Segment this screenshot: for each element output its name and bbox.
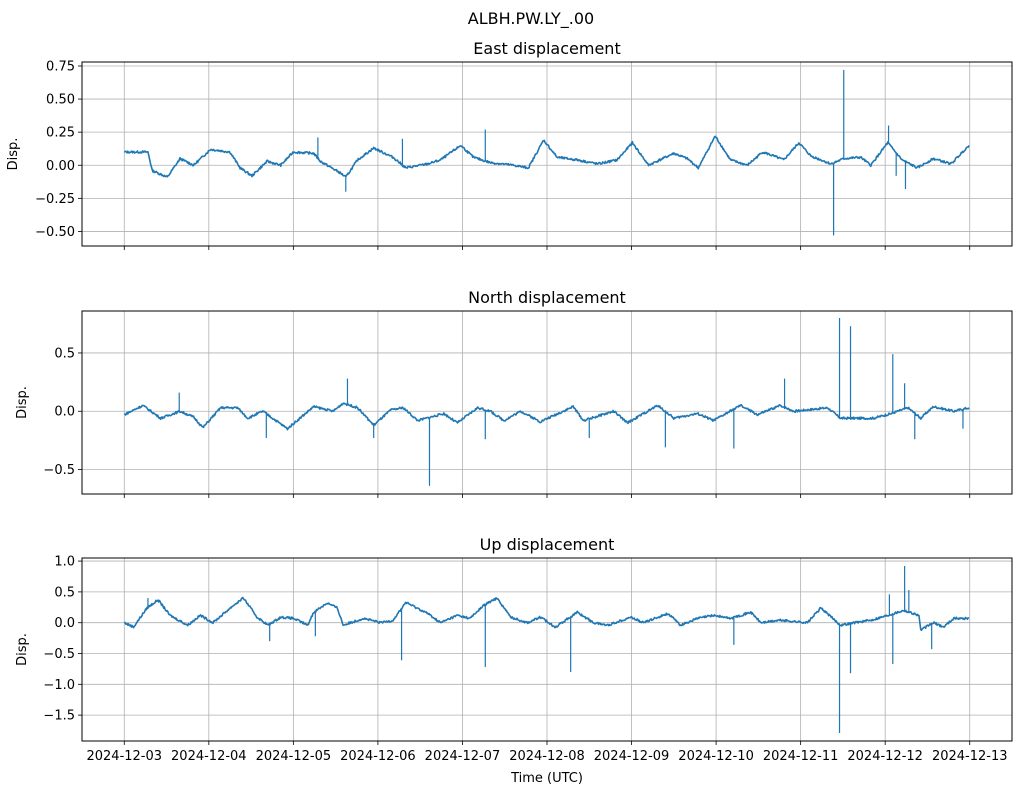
subplot-title: North displacement [468,288,626,307]
subplot-title: East displacement [473,39,620,58]
x-tick-label: 2024-12-09 [594,749,670,764]
y-tick-label: −1.5 [43,709,75,724]
axes-frame [81,557,1013,742]
series-line [123,402,970,431]
y-tick-label: 0.50 [46,93,75,108]
y-tick-label: 1.0 [54,555,75,570]
subplot-title: Up displacement [480,535,615,554]
x-tick-label: 2024-12-05 [256,749,332,764]
axes-frame [81,310,1013,495]
x-tick-label: 2024-12-10 [678,749,754,764]
y-axis-label: Disp. [15,386,30,419]
y-tick-label: 0.00 [46,159,75,174]
x-tick-label: 2024-12-04 [171,749,247,764]
y-tick-label: −0.50 [35,225,75,240]
subplot-east: −0.50 −0.25 0.00 0.25 0.50 0.75 East displacem… [6,39,1013,250]
axes-frame [81,61,1013,247]
x-tick-label: 2024-12-03 [86,749,162,764]
x-tick-label: 2024-12-06 [340,749,416,764]
x-axis-label: Time (UTC) [510,771,583,786]
subplot-north: −0.5 0.0 0.5 North displacement Disp. [15,288,1013,498]
y-tick-label: −0.25 [35,192,75,207]
x-tick-label: 2024-12-07 [425,749,501,764]
y-tick-label: −1.0 [43,678,75,693]
x-tick-label: 2024-12-12 [847,749,923,764]
y-tick-label: 0.75 [46,59,75,74]
series-line [123,135,970,178]
series-line [123,596,970,632]
y-tick-label: 0.0 [54,405,75,420]
y-tick-label: −0.5 [43,463,75,478]
x-tick-label: 2024-12-08 [509,749,585,764]
y-axis-label: Disp. [6,138,21,171]
x-tick-label: 2024-12-13 [932,749,1008,764]
y-tick-label: 0.0 [54,616,75,631]
y-tick-label: 0.25 [46,126,75,141]
y-tick-label: 0.5 [54,585,75,600]
subplot-up: 2024-12-03 2024-12-04 2024-12-05 2024-12-06… [15,535,1013,764]
x-tick-label: 2024-12-11 [763,749,839,764]
figure-title: ALBH.PW.LY_.00 [468,9,594,29]
y-axis-label: Disp. [15,633,30,666]
y-tick-label: 0.5 [54,346,75,361]
y-tick-label: −0.5 [43,647,75,662]
